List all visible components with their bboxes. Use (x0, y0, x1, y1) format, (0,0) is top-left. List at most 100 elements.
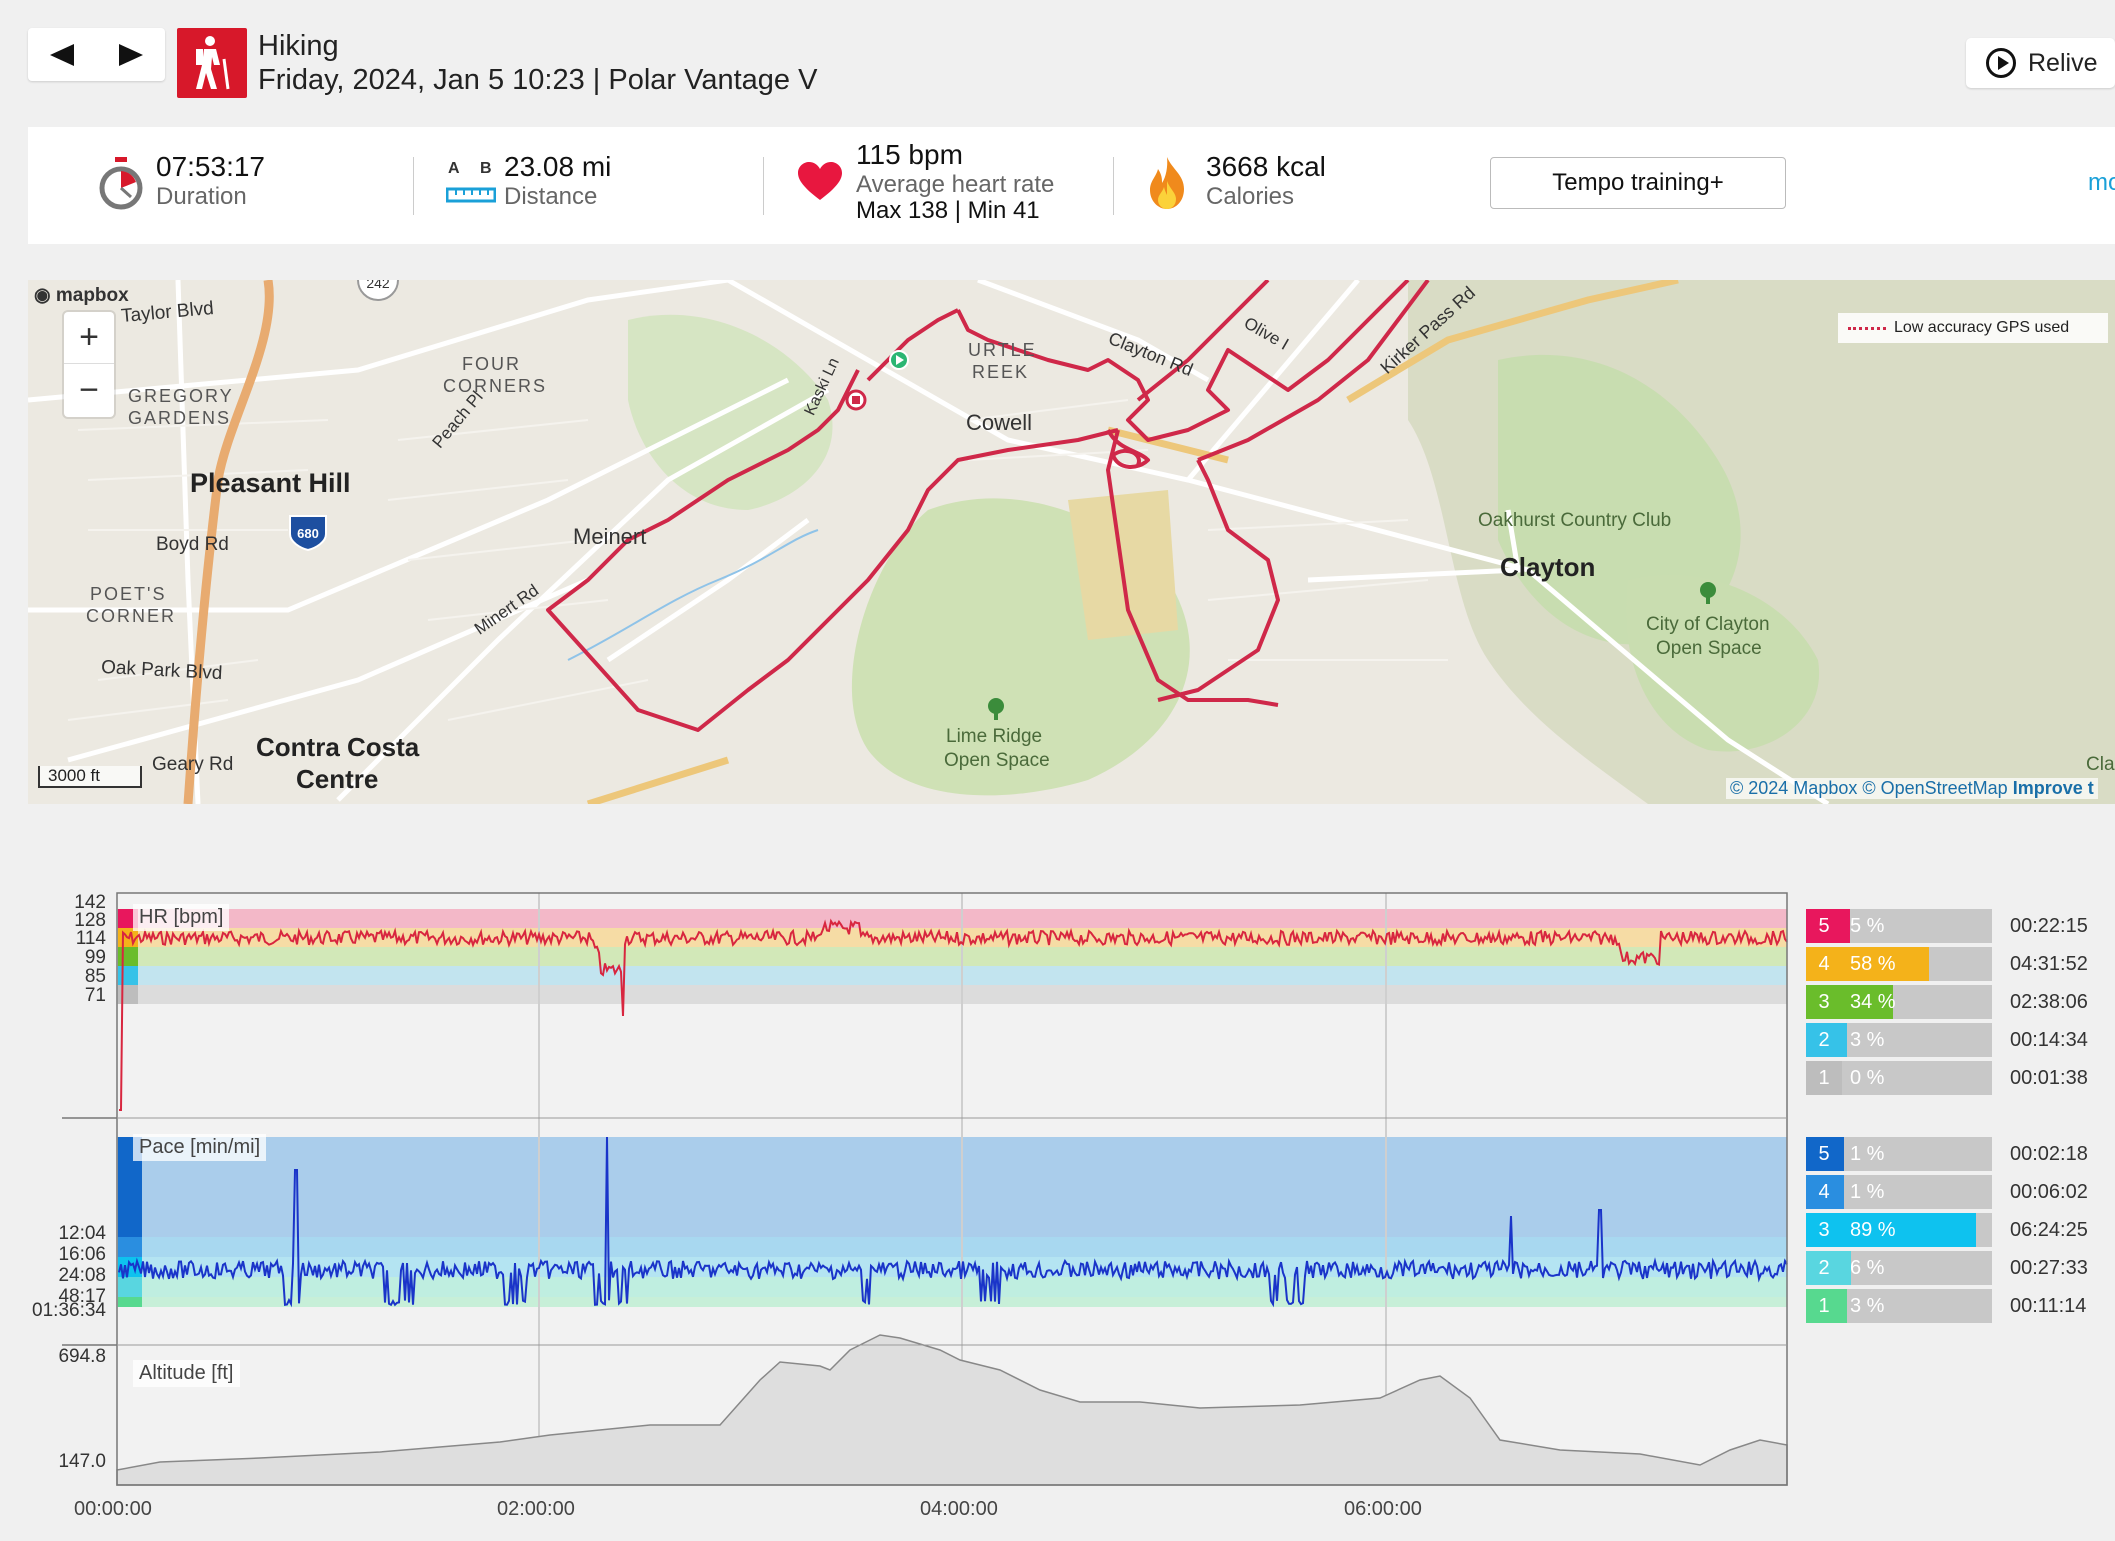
pace-zone-band (117, 1137, 1787, 1237)
map-label: City of Clayton (1646, 614, 1770, 635)
zone-time: 00:27:33 (2010, 1257, 2088, 1279)
zone-number: 4 (1806, 1175, 1842, 1209)
divider (413, 157, 414, 215)
altitude-tick-label: 147.0 (58, 1451, 106, 1472)
duration-label: Duration (156, 183, 247, 210)
chart-canvas[interactable] (0, 880, 2115, 1541)
pace-tick-label: 48:17 (58, 1286, 106, 1307)
zone-fill (1842, 1251, 1851, 1285)
zone-percent: 58 % (1850, 953, 1896, 975)
map-label: Contra Costa (256, 732, 420, 762)
previous-arrow-icon[interactable] (50, 43, 75, 66)
route-map[interactable]: 680 242 ◉ mapbox + − Low accuracy GPS us… (28, 280, 2115, 804)
map-label: Open Space (944, 750, 1050, 771)
hr-tick-label: 71 (84, 985, 106, 1006)
training-benefit-button[interactable]: Tempo training+ (1490, 157, 1786, 209)
map-canvas: 680 242 (28, 280, 2115, 804)
zone-percent: 1 % (1850, 1181, 1885, 1203)
hr-average-label: Average heart rate (856, 171, 1055, 198)
shield-680-icon: 680 (289, 515, 327, 552)
pace-chart-title: Pace [min/mi] (133, 1134, 267, 1161)
hr-tick-label: 99 (84, 947, 106, 968)
map-label: Geary Rd (152, 754, 234, 775)
zone-number: 1 (1806, 1061, 1842, 1095)
point-b-label: B (480, 160, 492, 177)
svg-text:242: 242 (366, 280, 390, 291)
map-label: Lime Ridge (946, 726, 1043, 747)
map-label: Pleasant Hill (190, 468, 351, 498)
zone-number: 1 (1806, 1289, 1842, 1323)
zone-number: 4 (1806, 947, 1842, 981)
route-line (546, 280, 1430, 732)
pace-tick-label: 24:08 (58, 1265, 106, 1286)
pace-tick-label: 12:04 (58, 1223, 106, 1244)
zone-time: 00:01:38 (2010, 1067, 2088, 1089)
zone-bar: 1 % (1842, 1137, 1992, 1171)
map-scale: 3000 ft (38, 766, 142, 788)
hr-zone-band (117, 909, 1787, 928)
pace-tick-label: 16:06 (58, 1244, 106, 1265)
map-label: Centre (296, 764, 379, 794)
zone-number: 2 (1806, 1023, 1842, 1057)
zone-percent: 3 % (1850, 1295, 1885, 1317)
zone-fill (1842, 1289, 1847, 1323)
zoom-out-button[interactable]: − (79, 370, 99, 409)
map-label: GREGORY (128, 386, 234, 406)
mapbox-logo[interactable]: ◉ mapbox (34, 285, 129, 306)
time-tick-label: 00:00:00 (74, 1498, 152, 1520)
zone-bar: 3 % (1842, 1023, 1992, 1057)
distance-value: 23.08 mi (504, 151, 612, 182)
divider (1113, 157, 1114, 215)
zone-percent: 3 % (1850, 1029, 1885, 1051)
map-label: Meinert (573, 524, 647, 549)
map-attribution[interactable]: © 2024 Mapbox © OpenStreetMap Improve t (1726, 778, 2098, 799)
zone-percent: 5 % (1850, 915, 1885, 937)
zone-number: 3 (1806, 985, 1842, 1019)
pace-tick-label: 01:36:34 (32, 1300, 106, 1321)
hr-zone-marker (118, 966, 138, 985)
relive-button[interactable]: Relive (1966, 38, 2115, 88)
zone-percent: 89 % (1850, 1219, 1896, 1241)
flame-icon (1150, 157, 1184, 209)
zone-bar: 1 % (1842, 1175, 1992, 1209)
zone-time: 06:24:25 (2010, 1219, 2088, 1241)
hr-tick-label: 142 (74, 892, 106, 913)
zone-percent: 1 % (1850, 1143, 1885, 1165)
zone-time: 02:38:06 (2010, 991, 2088, 1013)
hr-chart-title: HR [bpm] (133, 904, 230, 931)
highway-680 (183, 280, 274, 804)
zone-percent: 0 % (1850, 1067, 1885, 1089)
zone-bar: 89 % (1842, 1213, 1992, 1247)
ygnacio-road (586, 756, 730, 804)
hr-tick-label: 85 (84, 966, 106, 987)
zone-fill (1842, 947, 1929, 981)
map-label: POET'S (90, 584, 167, 604)
zoom-in-button[interactable]: + (64, 312, 114, 364)
heart-icon (798, 162, 842, 200)
hiking-icon (177, 28, 247, 98)
map-label: Cowell (966, 410, 1033, 435)
map-label: Oakhurst Country Club (1478, 510, 1672, 531)
map-label: GARDENS (128, 408, 232, 428)
gps-legend-label: Low accuracy GPS used (1894, 319, 2070, 336)
gps-legend: Low accuracy GPS used (1838, 313, 2108, 343)
zone-number: 2 (1806, 1251, 1842, 1285)
zone-bar: 6 % (1842, 1251, 1992, 1285)
next-arrow-icon[interactable] (118, 43, 143, 66)
hr-zone-marker (118, 947, 138, 966)
relive-label: Relive (2028, 48, 2098, 77)
pace-zone-marker (118, 1237, 142, 1257)
park-green (628, 314, 833, 510)
tree-icon (988, 698, 1004, 720)
clayton-open-space-green (1626, 574, 1820, 752)
zone-fill (1842, 1213, 1976, 1247)
shield-242-icon: 242 (357, 280, 399, 301)
pace-zone-band (117, 1277, 1787, 1297)
ruler-icon (446, 187, 496, 203)
zone-bar: 3 % (1842, 1289, 1992, 1323)
altitude-chart-title: Altitude [ft] (133, 1360, 240, 1387)
zone-bar: 5 % (1842, 909, 1992, 943)
chart-border (116, 892, 1788, 1486)
zone-number: 5 (1806, 1137, 1842, 1171)
more-link[interactable]: mo (2088, 169, 2115, 196)
